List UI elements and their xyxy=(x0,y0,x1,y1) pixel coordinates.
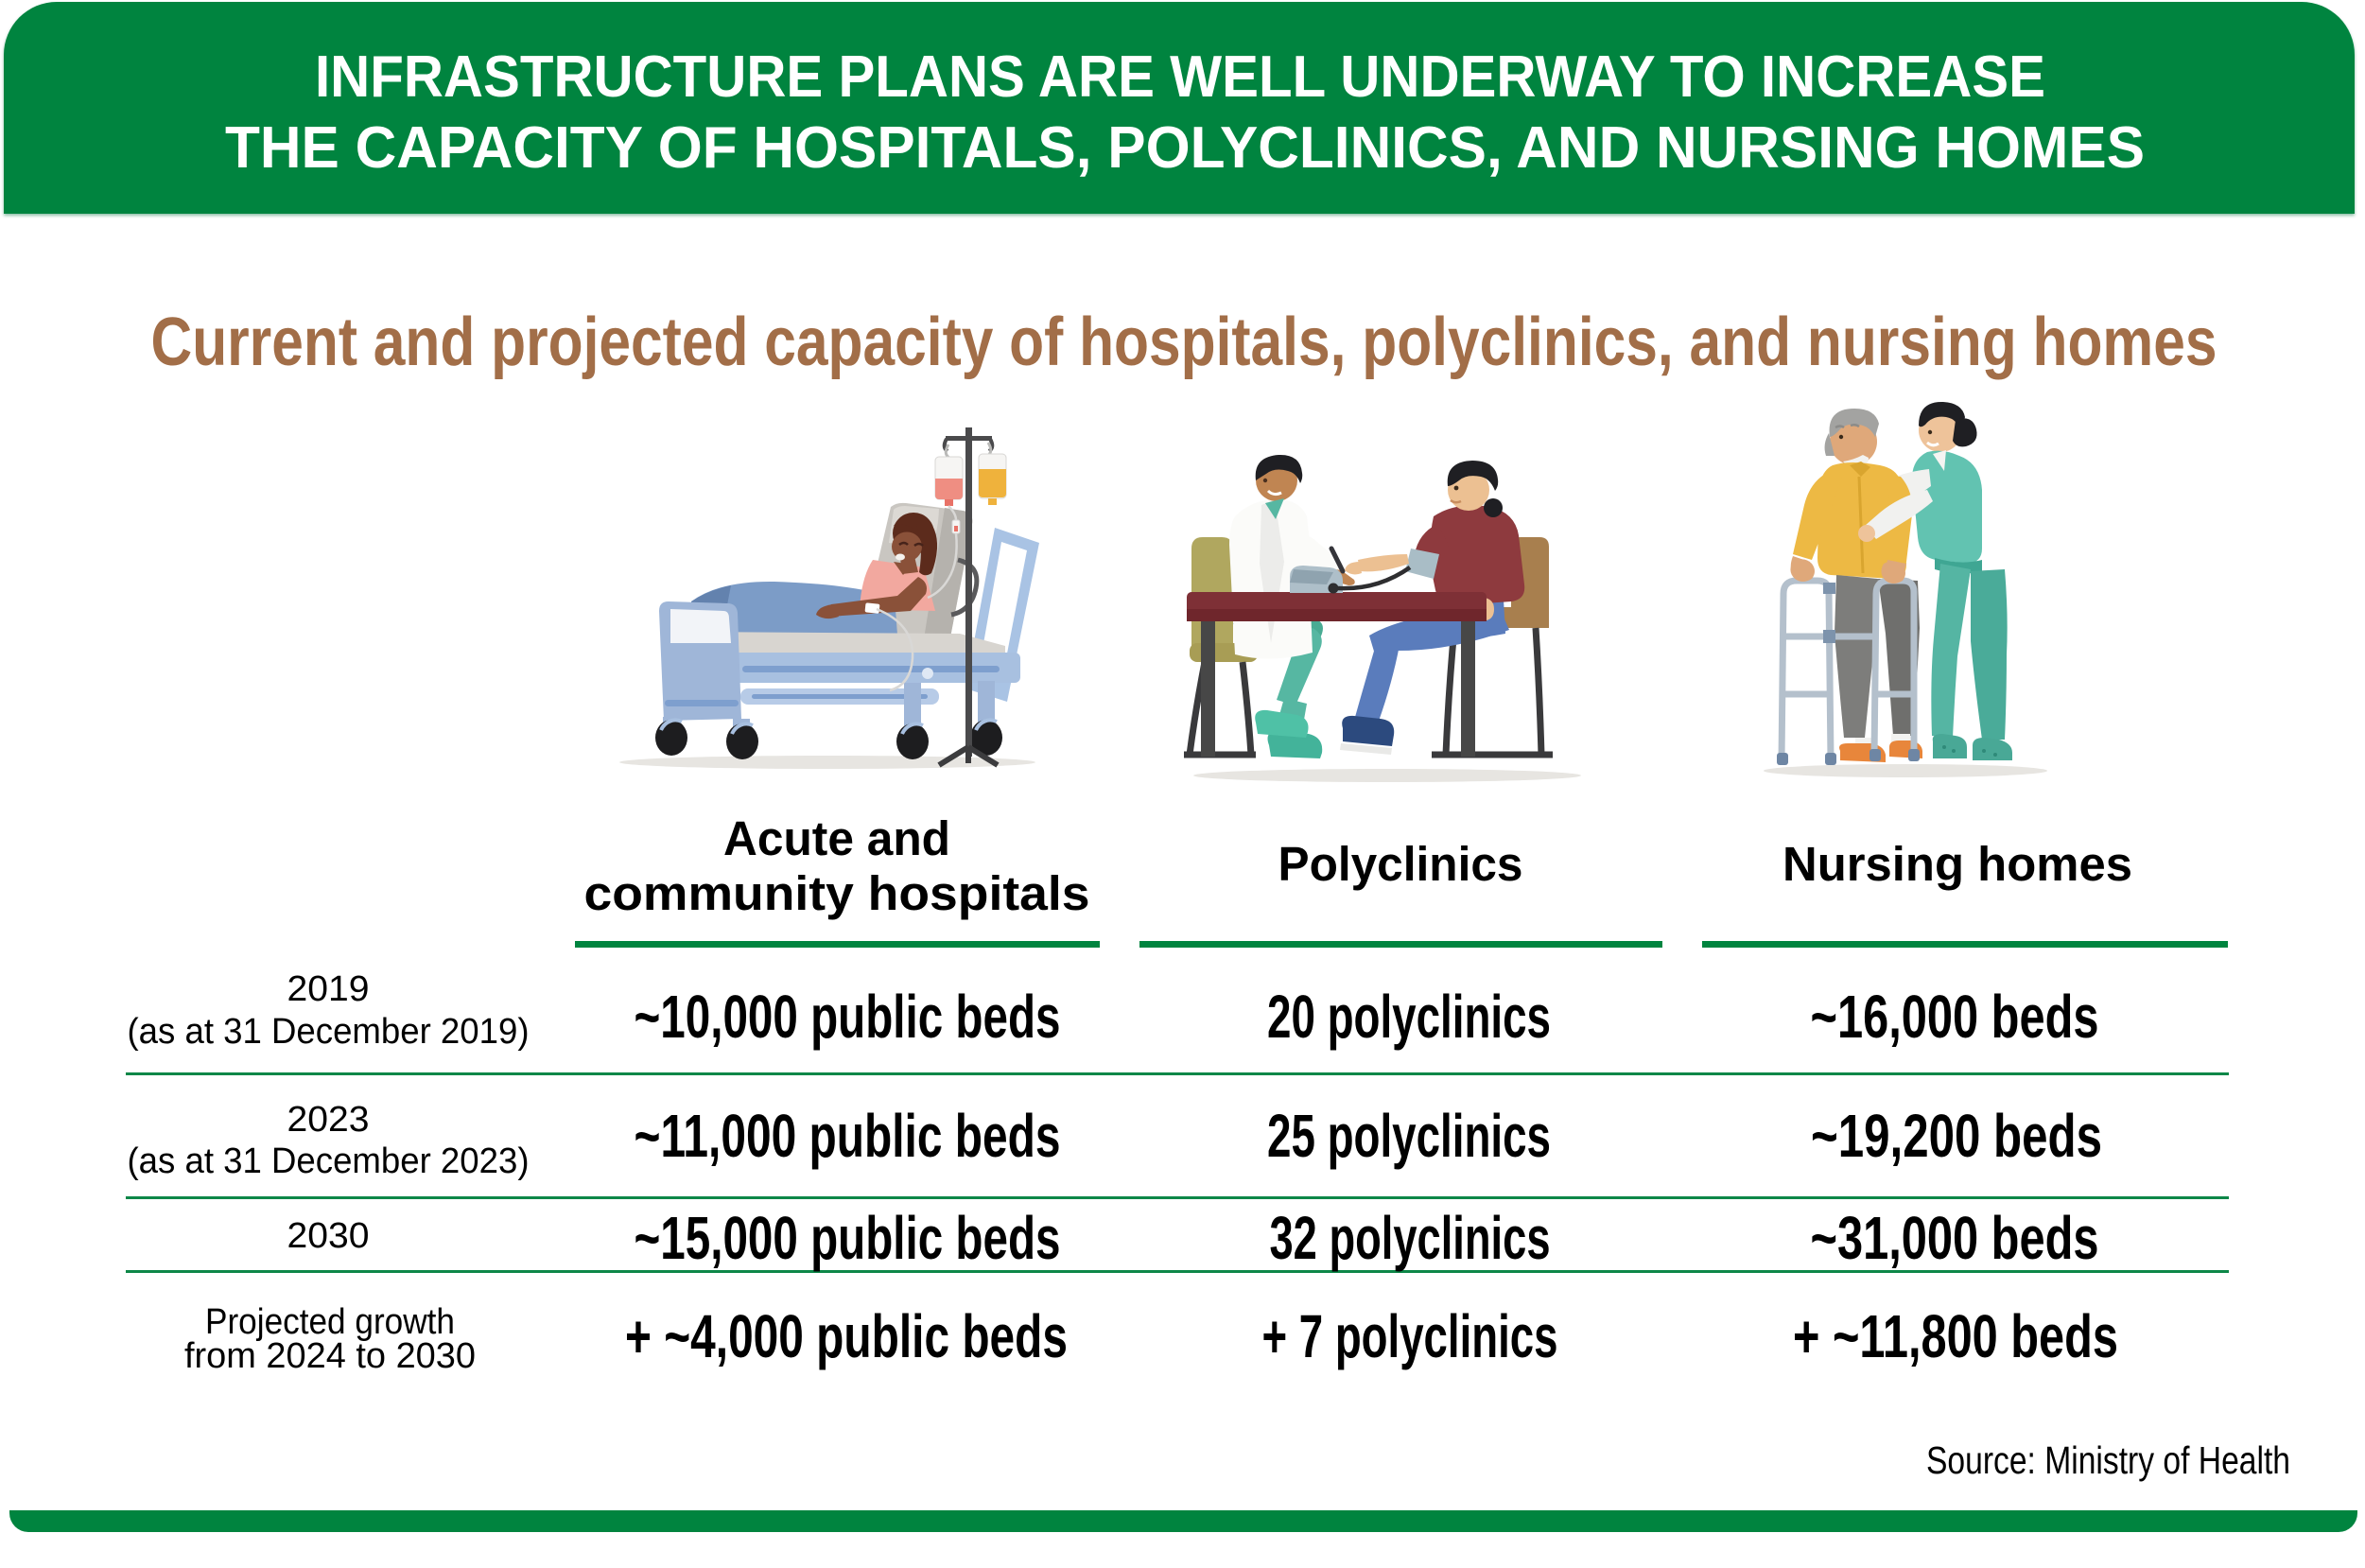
svg-text:THE CAPACITY OF HOSPITALS, POL: THE CAPACITY OF HOSPITALS, POLYCLINICS, … xyxy=(225,115,2145,181)
svg-text:2023: 2023 xyxy=(287,1100,370,1140)
svg-text:Current and projected capacity: Current and projected capacity of hospit… xyxy=(151,305,2217,380)
svg-text:~10,000 public beds: ~10,000 public beds xyxy=(635,983,1061,1051)
svg-text:~11,000 public beds: ~11,000 public beds xyxy=(635,1102,1061,1170)
svg-text:+ ~4,000 public beds: + ~4,000 public beds xyxy=(625,1302,1068,1370)
svg-text:32 polyclinics: 32 polyclinics xyxy=(1270,1204,1551,1272)
svg-text:Projected growth: Projected growth xyxy=(205,1302,455,1342)
svg-text:~19,200 beds: ~19,200 beds xyxy=(1811,1102,2102,1170)
svg-text:20 polyclinics: 20 polyclinics xyxy=(1267,983,1551,1051)
svg-text:~16,000 beds: ~16,000 beds xyxy=(1811,983,2099,1051)
svg-text:community hospitals: community hospitals xyxy=(584,866,1090,920)
svg-text:+ ~11,800 beds: + ~11,800 beds xyxy=(1793,1302,2118,1370)
svg-text:(as at 31 December 2019): (as at 31 December 2019) xyxy=(128,1012,530,1052)
svg-text:Acute and: Acute and xyxy=(723,811,950,865)
svg-text:~15,000 public beds: ~15,000 public beds xyxy=(635,1204,1061,1272)
svg-text:from 2024 to 2030: from 2024 to 2030 xyxy=(184,1336,476,1376)
svg-text:+ 7 polyclinics: + 7 polyclinics xyxy=(1262,1302,1558,1370)
svg-text:2030: 2030 xyxy=(287,1216,370,1256)
svg-text:Source: Ministry of Health: Source: Ministry of Health xyxy=(1926,1438,2290,1482)
svg-text:(as at 31 December 2023): (as at 31 December 2023) xyxy=(128,1141,530,1181)
svg-text:Nursing homes: Nursing homes xyxy=(1782,837,2132,891)
svg-text:~31,000 beds: ~31,000 beds xyxy=(1811,1204,2099,1272)
svg-text:2019: 2019 xyxy=(287,969,370,1009)
svg-text:Polyclinics: Polyclinics xyxy=(1278,837,1523,891)
svg-text:25 polyclinics: 25 polyclinics xyxy=(1267,1102,1551,1170)
svg-text:INFRASTRUCTURE PLANS ARE WELL: INFRASTRUCTURE PLANS ARE WELL UNDERWAY T… xyxy=(315,44,2045,110)
